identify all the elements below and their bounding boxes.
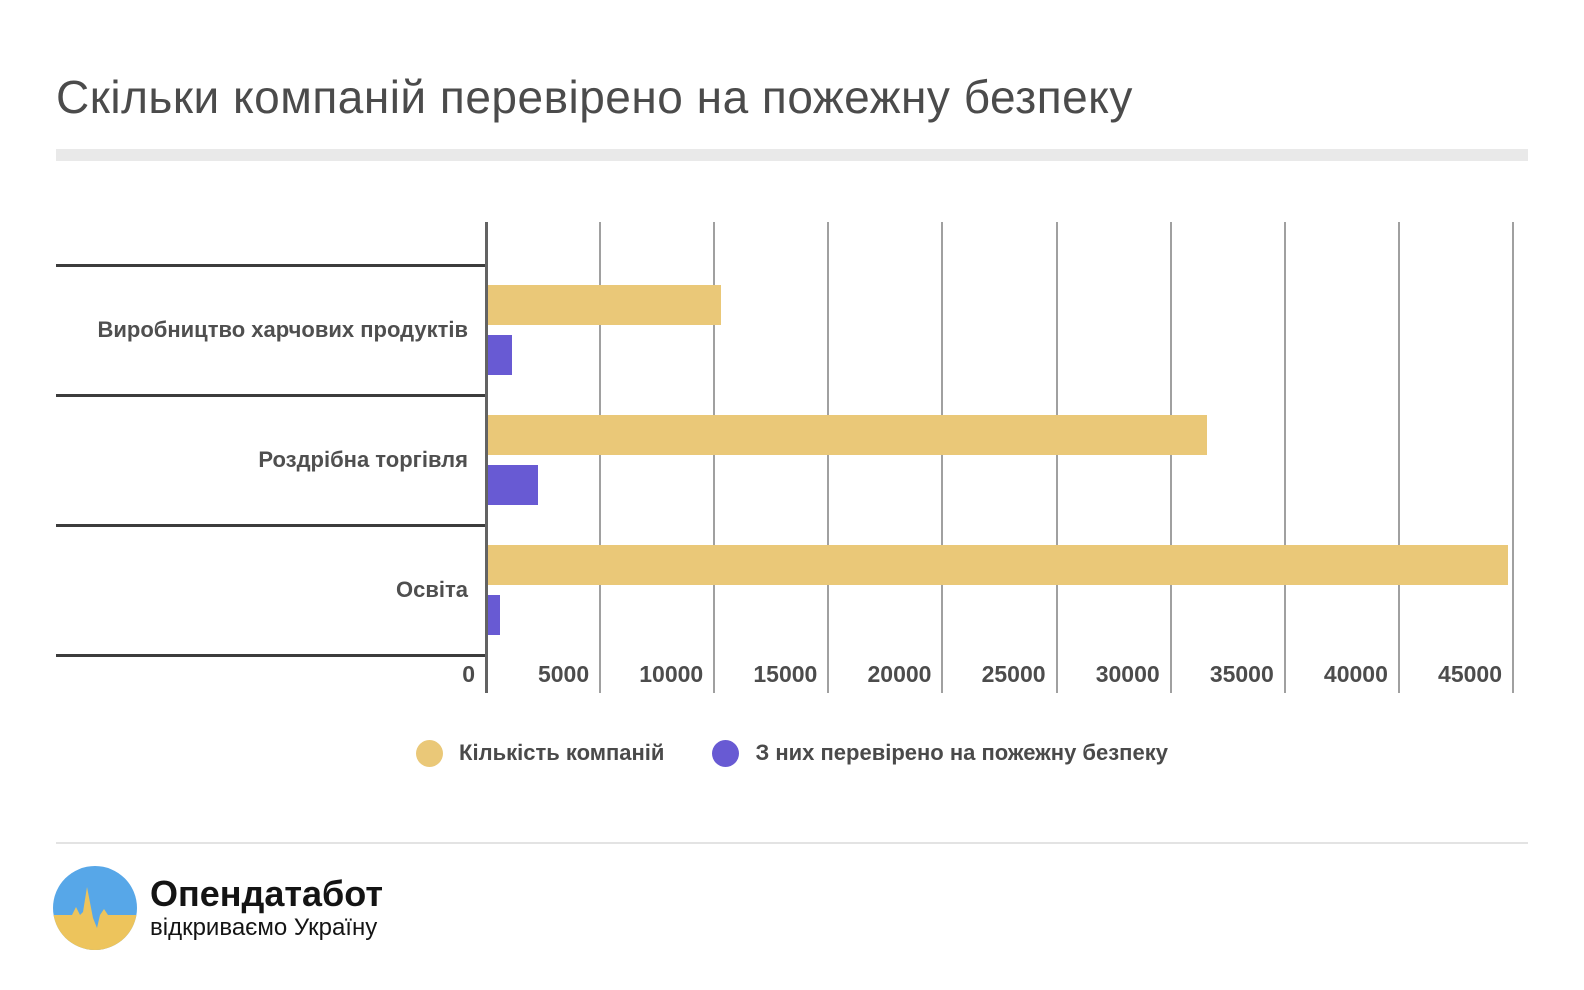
x-tick-label-5000: 5000 bbox=[537, 661, 590, 687]
brand-name: Опендатабот bbox=[150, 873, 383, 914]
gridline-x-30000 bbox=[1169, 222, 1172, 693]
bar-total-2 bbox=[488, 415, 1207, 455]
x-tick-label-30000: 30000 bbox=[1095, 661, 1160, 687]
row-separator bbox=[56, 524, 486, 527]
bar-checked-2 bbox=[488, 465, 539, 505]
category-label: Роздрібна торгівля bbox=[258, 447, 468, 472]
gridline-x-40000 bbox=[1397, 222, 1400, 693]
title-divider bbox=[56, 149, 1528, 161]
bar-chart: Виробництво харчових продуктів Роздрібна … bbox=[56, 222, 1514, 693]
bar-total-3 bbox=[488, 545, 1509, 585]
x-tick-label-40000: 40000 bbox=[1323, 661, 1388, 687]
gridline-x-15000 bbox=[827, 222, 830, 693]
gridline-x-10000 bbox=[713, 222, 716, 693]
gridline-x-20000 bbox=[941, 222, 944, 693]
chart-title: Скільки компаній перевірено на пожежну б… bbox=[56, 71, 1133, 123]
plot-area: 0 5000 10000 15000 20000 25000 30000 35000 40000… bbox=[462, 222, 1514, 693]
footer-divider bbox=[56, 842, 1528, 844]
gridline-x-35000 bbox=[1283, 222, 1286, 693]
legend-item-1: Кількість компаній bbox=[416, 739, 665, 767]
row-separator bbox=[56, 654, 486, 657]
legend-swatch-icon bbox=[416, 739, 444, 767]
brand-text: Опендатабот відкриваємо Україну bbox=[150, 874, 383, 942]
brand-tagline: відкриваємо Україну bbox=[150, 914, 378, 941]
footer-brand: Опендатабот відкриваємо Україну bbox=[53, 866, 383, 950]
legend-label: З них перевірено на пожежну безпеку bbox=[755, 740, 1168, 765]
x-tick-label-35000: 35000 bbox=[1209, 661, 1274, 687]
bar-checked-3 bbox=[488, 595, 501, 635]
gridline-x-5000 bbox=[599, 222, 602, 693]
legend-swatch-icon bbox=[712, 739, 740, 767]
x-tick-label-10000: 10000 bbox=[639, 661, 704, 687]
x-tick-label-45000: 45000 bbox=[1438, 661, 1502, 687]
legend-item-2: З них перевірено на пожежну безпеку bbox=[712, 739, 1168, 767]
opendatabot-logo-icon bbox=[53, 866, 137, 950]
x-tick-label-25000: 25000 bbox=[981, 661, 1046, 687]
bar-checked-1 bbox=[488, 335, 512, 375]
row-separator bbox=[56, 264, 486, 267]
legend: Кількість компаній З них перевірено на по… bbox=[0, 736, 1584, 770]
category-label: Освіта bbox=[396, 577, 468, 602]
gridline-x-25000 bbox=[1055, 222, 1058, 693]
x-tick-label-20000: 20000 bbox=[867, 661, 932, 687]
y-axis-line bbox=[485, 222, 488, 693]
bar-total-1 bbox=[488, 285, 721, 325]
row-separator bbox=[56, 394, 486, 397]
x-tick-label-0: 0 bbox=[462, 661, 475, 687]
legend-label: Кількість компаній bbox=[459, 740, 665, 765]
x-tick-label-15000: 15000 bbox=[753, 661, 818, 687]
category-label: Виробництво харчових продуктів bbox=[97, 317, 468, 342]
gridline-x-45000 bbox=[1512, 222, 1514, 693]
